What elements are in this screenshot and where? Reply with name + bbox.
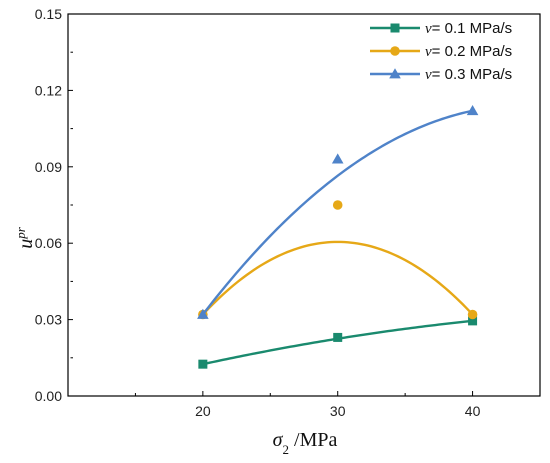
series-fit-line (201, 109, 473, 316)
x-axis-label: σ2 /MPa (273, 429, 338, 457)
legend-label: v= 0.2 MPa/s (425, 43, 512, 60)
legend: v= 0.1 MPa/s v= 0.2 MPa/s v= 0.3 MPa/s (370, 20, 512, 83)
plot-frame (67, 13, 541, 397)
y-tick-label: 0.12 (35, 82, 62, 98)
data-point (198, 359, 208, 369)
legend-marker (390, 23, 400, 33)
y-tick-label: 0.09 (35, 159, 62, 175)
data-point (333, 332, 343, 342)
x-tick-label: 20 (195, 403, 211, 419)
y-tick-label: 0.00 (35, 388, 62, 404)
data-point (468, 316, 478, 326)
legend-item: v= 0.3 MPa/s (370, 66, 512, 83)
plot-area-border (67, 13, 541, 397)
y-tick-label: 0.03 (35, 312, 62, 328)
series-layer (197, 104, 479, 369)
y-axis-label: upr (13, 226, 38, 249)
data-point (197, 308, 209, 319)
x-tick-label: 30 (330, 403, 346, 419)
series-3 (197, 104, 479, 319)
series-fit-line (202, 319, 473, 366)
series-2 (198, 200, 478, 320)
legend-item: v= 0.2 MPa/s (370, 43, 512, 60)
legend-label: v= 0.3 MPa/s (425, 66, 512, 83)
data-point (332, 200, 343, 210)
data-point (466, 104, 479, 116)
legend-label: v= 0.1 MPa/s (425, 20, 512, 37)
legend-marker (390, 46, 400, 56)
y-tick-label: 0.15 (35, 6, 62, 22)
data-point (467, 309, 478, 320)
series-fit-line (201, 240, 474, 316)
axis-ticks: 0.00 0.03 0.06 0.09 0.12 0.15 20 30 40 (35, 6, 541, 419)
data-point (331, 153, 344, 164)
legend-item: v= 0.1 MPa/s (370, 20, 512, 37)
legend-marker (389, 68, 401, 79)
x-tick-label: 40 (465, 403, 481, 419)
y-tick-label: 0.06 (35, 235, 62, 251)
series-1 (198, 316, 478, 369)
